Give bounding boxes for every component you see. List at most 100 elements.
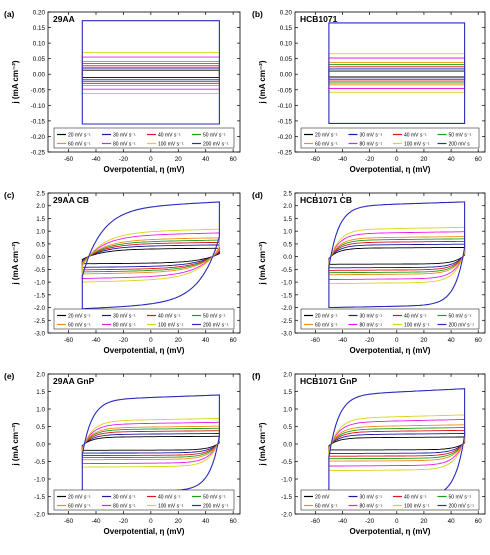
legend-label: 40 mV s⁻¹ xyxy=(158,133,181,139)
legend-box xyxy=(53,489,235,511)
cv-curve xyxy=(81,247,220,265)
x-tick-label: -20 xyxy=(365,337,375,344)
y-tick-label: 0.5 xyxy=(36,241,45,248)
cv-curve xyxy=(328,414,466,472)
x-tick-label: 0 xyxy=(395,518,399,525)
y-tick-label: 1.0 xyxy=(36,229,45,236)
cv-curve xyxy=(328,226,466,285)
x-tick-label: -60 xyxy=(64,337,74,344)
y-tick-label: -1.0 xyxy=(281,280,292,287)
legend-label: 50 mV s⁻¹ xyxy=(203,133,226,139)
cv-curve xyxy=(81,232,220,279)
y-tick-label: 0.10 xyxy=(33,41,46,48)
cv-curves xyxy=(328,22,466,124)
legend-label: 50 mV s⁻¹ xyxy=(449,495,472,501)
y-tick-label: -1.5 xyxy=(281,494,292,501)
panel-name: 29AA CB xyxy=(53,195,89,205)
x-tick-label: -20 xyxy=(119,156,129,163)
panel-tag: (d) xyxy=(252,190,263,200)
x-tick-label: -60 xyxy=(311,337,321,344)
x-tick-label: -60 xyxy=(64,156,74,163)
y-tick-label: -0.5 xyxy=(34,267,45,274)
x-axis-label: Overpotential, η (mV) xyxy=(104,346,185,355)
y-tick-label: 1.0 xyxy=(283,407,292,414)
x-tick-label: -60 xyxy=(311,156,321,163)
panel-b: -0.25 -0.20 -0.15 -0.10 -0.05 0.00 0.05 0.10 0.1… xyxy=(252,9,486,174)
legend-label: 40 mV s⁻¹ xyxy=(158,495,181,501)
legend-label: 40 mV s⁻¹ xyxy=(404,133,427,139)
x-tick-label: -20 xyxy=(119,337,129,344)
cv-curves xyxy=(81,394,220,493)
legend: 20 mV s⁻¹ 30 mV s⁻¹ 40 mV s⁻¹ 50 mV s⁻¹ 60 m… xyxy=(53,127,235,149)
legend-label: 20 mV xyxy=(315,495,330,501)
legend-label: 40 mV s⁻¹ xyxy=(404,314,427,320)
y-tick-label: 1.0 xyxy=(36,407,45,414)
y-tick-label: 0.5 xyxy=(283,241,292,248)
y-axis-label: j (mA cm⁻²) xyxy=(258,241,267,285)
legend-label: 80 mV s⁻¹ xyxy=(113,323,136,329)
y-tick-label: 2.5 xyxy=(283,191,292,198)
x-tick-label: 0 xyxy=(149,156,153,163)
cv-curve xyxy=(81,201,220,310)
legend-label: 30 mV s⁻¹ xyxy=(113,314,136,320)
legend-label: 60 mV s⁻¹ xyxy=(68,323,91,329)
x-tick-label: 60 xyxy=(475,337,483,344)
legend-label: 100 mV s⁻¹ xyxy=(404,504,430,510)
y-axis-label: j (mA cm⁻²) xyxy=(11,60,20,104)
y-tick-label: -0.25 xyxy=(31,150,46,157)
legend-label: 50 mV s⁻¹ xyxy=(203,495,226,501)
legend: 20 mV s⁻¹ 30 mV s⁻¹ 40 mV s⁻¹ 50 mV s⁻¹ 60 m… xyxy=(300,127,480,149)
legend-label: 30 mV s⁻¹ xyxy=(360,495,383,501)
legend-label: 60 mV s⁻¹ xyxy=(315,323,338,329)
cv-curve xyxy=(81,20,220,125)
cv-curve xyxy=(81,228,220,283)
y-tick-label: -1.0 xyxy=(34,280,45,287)
cv-curves xyxy=(81,20,220,125)
x-tick-label: 20 xyxy=(175,518,183,525)
legend-box xyxy=(300,127,480,149)
cv-curves xyxy=(328,201,466,309)
legend-label: 20 mV s⁻¹ xyxy=(68,133,91,139)
legend-label: 30 mV s⁻¹ xyxy=(360,314,383,320)
panel-tag: (e) xyxy=(4,371,15,381)
cv-curves xyxy=(81,201,220,310)
legend-label: 60 mV s⁻¹ xyxy=(68,504,91,510)
x-axis-label: Overpotential, η (mV) xyxy=(350,527,431,536)
y-tick-label: -2.5 xyxy=(281,318,292,325)
legend-label: 50 mV s⁻¹ xyxy=(203,314,226,320)
legend-label: 30 mV s⁻¹ xyxy=(113,133,136,139)
x-tick-label: 60 xyxy=(230,156,238,163)
x-tick-label: 20 xyxy=(420,337,428,344)
legend-label: 200 mV s xyxy=(449,142,471,148)
legend-label: 20 mV s⁻¹ xyxy=(68,314,91,320)
panel-tag: (f) xyxy=(252,371,261,381)
x-tick-label: -20 xyxy=(365,156,375,163)
y-tick-label: -1.5 xyxy=(34,494,45,501)
legend-label: 200 mV s⁻¹ xyxy=(449,504,475,510)
y-tick-label: -0.10 xyxy=(278,103,293,110)
y-tick-label: -0.5 xyxy=(281,459,292,466)
y-tick-label: 1.5 xyxy=(283,216,292,223)
x-tick-label: 0 xyxy=(149,337,153,344)
y-tick-label: -2.0 xyxy=(281,512,292,519)
legend-box xyxy=(300,489,480,511)
y-tick-label: 2.0 xyxy=(36,203,45,210)
x-tick-label: -20 xyxy=(119,518,129,525)
x-tick-label: 40 xyxy=(202,337,210,344)
y-tick-label: -1.0 xyxy=(34,477,45,484)
legend-label: 30 mV s⁻¹ xyxy=(360,133,383,139)
y-tick-label: 0.15 xyxy=(280,25,293,32)
legend: 20 mV s⁻¹ 30 mV s⁻¹ 40 mV s⁻¹ 50 mV s⁻¹ 60 m… xyxy=(53,308,235,330)
legend-label: 100 mV s⁻¹ xyxy=(404,323,430,329)
legend-label: 80 mV s⁻¹ xyxy=(113,504,136,510)
panel-f: -2.0 -1.5 -1.0 -0.5 0.0 0.5 1.0 1.5 2.0 -60 -40 -20… xyxy=(252,371,486,536)
y-tick-label: -2.0 xyxy=(34,512,45,519)
legend-box xyxy=(300,308,480,330)
legend-label: 20 mV s⁻¹ xyxy=(315,314,338,320)
y-tick-label: 1.5 xyxy=(36,389,45,396)
x-tick-label: 0 xyxy=(395,337,399,344)
y-tick-label: 0.10 xyxy=(280,41,293,48)
panel-name: HCB1071 GnP xyxy=(300,376,357,386)
legend-label: 200 mV s⁻¹ xyxy=(203,142,229,148)
